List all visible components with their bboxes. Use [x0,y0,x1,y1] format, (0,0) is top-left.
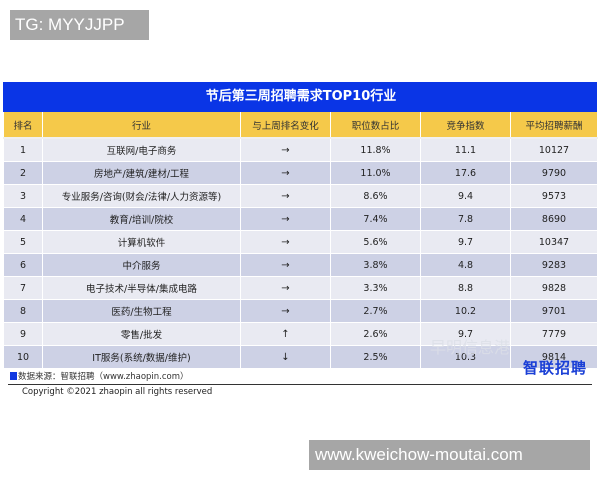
cell-rank: 8 [3,299,43,323]
rank-change-arrow-icon: → [240,253,331,277]
cell-salary: 9828 [510,276,598,300]
cell-job-share: 3.8% [330,253,421,277]
cell-salary: 9283 [510,253,598,277]
cell-salary: 10347 [510,230,598,254]
table-row: 6 中介服务 → 3.8% 4.8 9283 [3,253,598,277]
rank-change-arrow-icon: → [240,138,331,162]
cell-competition: 4.8 [420,253,511,277]
header-competition-index: 竞争指数 [420,112,511,139]
table-row: 4 教育/培训/院校 → 7.4% 7.8 8690 [3,207,598,231]
rank-up-arrow-icon: ↑ [240,322,331,346]
rank-change-arrow-icon: → [240,184,331,208]
copyright-text: Copyright ©2021 zhaopin all rights reser… [22,387,213,397]
table-row: 7 电子技术/半导体/集成电路 → 3.3% 8.8 9828 [3,276,598,300]
header-industry: 行业 [42,112,241,139]
data-source-text: 数据来源：智联招聘（www.zhaopin.com） [18,372,189,382]
cell-competition: 11.1 [420,138,511,162]
rank-change-arrow-icon: → [240,299,331,323]
cell-job-share: 2.5% [330,345,421,369]
cell-competition: 9.7 [420,322,511,346]
table-row: 8 医药/生物工程 → 2.7% 10.2 9701 [3,299,598,323]
data-source-line: 数据来源：智联招聘（www.zhaopin.com） [8,370,592,385]
table-header-row: 排名 行业 与上周排名变化 职位数占比 竞争指数 平均招聘薪酬 [3,112,598,139]
table-title: 节后第三周招聘需求TOP10行业 [3,82,597,112]
zhaopin-brand-logo: 智联招聘 [523,359,588,377]
cell-salary: 9701 [510,299,598,323]
cell-rank: 10 [3,345,43,369]
rank-change-arrow-icon: → [240,230,331,254]
table-footer: 数据来源：智联招聘（www.zhaopin.com） Copyright ©20… [8,370,592,399]
header-rank-change: 与上周排名变化 [240,112,331,139]
cell-rank: 3 [3,184,43,208]
table-row: 3 专业服务/咨询(财会/法律/人力资源等) → 8.6% 9.4 9573 [3,184,598,208]
cell-competition: 10.3 [420,345,511,369]
cell-salary: 9790 [510,161,598,185]
table-row: 10 IT服务(系统/数据/维护) ↓ 2.5% 10.3 9814 [3,345,598,369]
cell-industry: 计算机软件 [42,230,241,254]
cell-salary: 9814 [510,345,598,369]
cell-job-share: 2.7% [330,299,421,323]
cell-competition: 10.2 [420,299,511,323]
cell-job-share: 7.4% [330,207,421,231]
cell-job-share: 2.6% [330,322,421,346]
cell-rank: 1 [3,138,43,162]
cell-job-share: 11.0% [330,161,421,185]
cell-competition: 7.8 [420,207,511,231]
cell-rank: 6 [3,253,43,277]
rank-change-arrow-icon: → [240,207,331,231]
cell-competition: 17.6 [420,161,511,185]
cell-industry: 零售/批发 [42,322,241,346]
header-rank: 排名 [3,112,43,139]
cell-salary: 9573 [510,184,598,208]
cell-rank: 7 [3,276,43,300]
rank-change-arrow-icon: → [240,161,331,185]
cell-industry: 房地产/建筑/建材/工程 [42,161,241,185]
cell-industry: IT服务(系统/数据/维护) [42,345,241,369]
ranking-table-container: 节后第三周招聘需求TOP10行业 排名 行业 与上周排名变化 职位数占比 竞争指… [3,82,598,369]
cell-industry: 电子技术/半导体/集成电路 [42,276,241,300]
cell-industry: 互联网/电子商务 [42,138,241,162]
cell-industry: 中介服务 [42,253,241,277]
cell-rank: 2 [3,161,43,185]
table-row: 2 房地产/建筑/建材/工程 → 11.0% 17.6 9790 [3,161,598,185]
header-job-share: 职位数占比 [330,112,421,139]
cell-industry: 教育/培训/院校 [42,207,241,231]
table-row: 9 零售/批发 ↑ 2.6% 9.7 7779 [3,322,598,346]
watermark-tag-top: TG: MYYJJPP [10,10,149,40]
cell-rank: 5 [3,230,43,254]
cell-job-share: 5.6% [330,230,421,254]
rank-down-arrow-icon: ↓ [240,345,331,369]
blue-square-icon [10,372,17,380]
header-avg-salary: 平均招聘薪酬 [510,112,598,139]
rank-change-arrow-icon: → [240,276,331,300]
table-row: 1 互联网/电子商务 → 11.8% 11.1 10127 [3,138,598,162]
cell-salary: 7779 [510,322,598,346]
cell-competition: 9.4 [420,184,511,208]
cell-competition: 9.7 [420,230,511,254]
ranking-table: 排名 行业 与上周排名变化 职位数占比 竞争指数 平均招聘薪酬 1 互联网/电子… [3,112,598,369]
faint-watermark: 早明信息港 [430,338,511,357]
cell-industry: 医药/生物工程 [42,299,241,323]
cell-job-share: 3.3% [330,276,421,300]
cell-industry: 专业服务/咨询(财会/法律/人力资源等) [42,184,241,208]
cell-job-share: 11.8% [330,138,421,162]
cell-rank: 9 [3,322,43,346]
table-row: 5 计算机软件 → 5.6% 9.7 10347 [3,230,598,254]
cell-competition: 8.8 [420,276,511,300]
cell-rank: 4 [3,207,43,231]
cell-job-share: 8.6% [330,184,421,208]
cell-salary: 10127 [510,138,598,162]
cell-salary: 8690 [510,207,598,231]
watermark-tag-bottom: www.kweichow-moutai.com [309,440,590,470]
